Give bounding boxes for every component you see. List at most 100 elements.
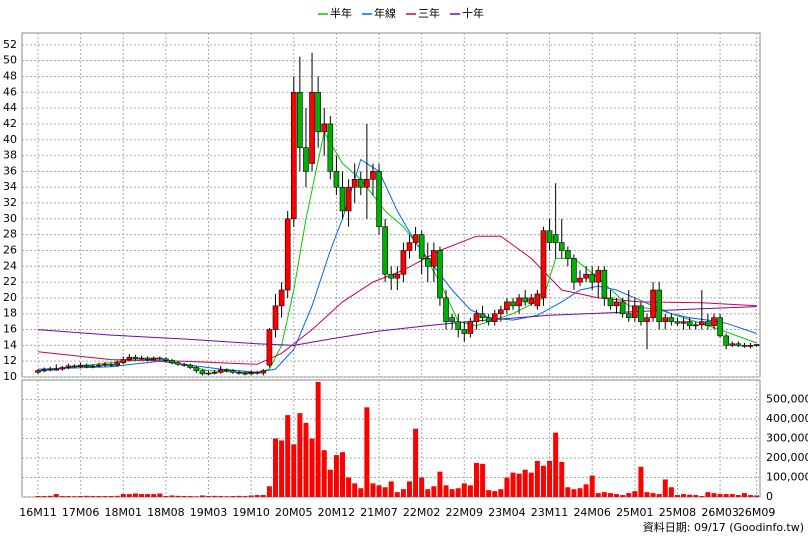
source-note: 資料日期: 09/17 (Goodinfo.tw) [643, 520, 804, 534]
candle-body [284, 218, 291, 291]
volume-bar [151, 494, 157, 497]
candle-body [528, 297, 535, 304]
y2-tick-label: 500,000 [766, 393, 808, 406]
candle-body [449, 317, 455, 322]
volume-bar [626, 493, 632, 497]
volume-bar [333, 455, 339, 497]
candle-body [504, 301, 510, 311]
candle-body [686, 321, 693, 326]
candle-body [558, 242, 565, 251]
x-tick-label: 20M05 [275, 506, 313, 519]
y-tick-label: 46 [3, 85, 17, 98]
volume-bar [473, 462, 479, 497]
candle-body [540, 230, 547, 299]
candle-body [565, 250, 571, 259]
volume-bar [699, 496, 705, 497]
candle-body [345, 186, 352, 212]
volume-bar [674, 495, 680, 497]
x-tick-label: 18M01 [105, 506, 143, 519]
volume-bar [528, 472, 534, 497]
volume-bar [376, 485, 382, 497]
volume-bar [601, 492, 607, 497]
candle-body [577, 277, 583, 283]
candle-body [595, 269, 602, 283]
x-tick-label: 20M12 [318, 506, 356, 519]
candle-body [144, 357, 151, 360]
candle-body [157, 357, 163, 360]
y-tick-label: 50 [3, 54, 17, 67]
volume-bar [96, 496, 102, 497]
volume-bar [467, 485, 473, 497]
y-tick-label: 30 [3, 212, 17, 225]
volume-bar [199, 495, 205, 497]
legend-label: 十年 [462, 6, 484, 20]
volume-bar [522, 469, 528, 497]
volume-bar [157, 493, 163, 497]
y-tick-label: 38 [3, 149, 17, 162]
ma-line [37, 158, 757, 373]
candle-body [412, 234, 419, 243]
volume-bar [638, 466, 644, 497]
candle-body [102, 364, 108, 366]
candle-body [260, 370, 267, 374]
volume-bar [571, 489, 577, 497]
x-tick-label: 16M11 [19, 506, 57, 519]
y-tick-label: 22 [3, 275, 17, 288]
volume-bar [650, 493, 656, 497]
candle-body [455, 321, 462, 330]
x-tick-label: 22M02 [403, 506, 441, 519]
candle-body [236, 371, 242, 374]
volume-bar [181, 496, 187, 497]
volume-bar [437, 471, 443, 497]
candle-body [461, 329, 468, 334]
candle-body [650, 289, 656, 318]
volume-bar [327, 469, 333, 497]
x-tick-label: 21M07 [360, 506, 398, 519]
candle-body [424, 258, 431, 267]
y-tick-label: 12 [3, 354, 17, 367]
volume-bar [729, 494, 735, 497]
candle-body [601, 269, 608, 299]
candle-body [169, 360, 175, 364]
candle-body [53, 368, 60, 371]
volume-bar [321, 450, 327, 497]
candle-body [266, 329, 273, 366]
candle-body [668, 317, 675, 322]
candle-body [723, 335, 729, 346]
volume-bar [583, 484, 589, 497]
candle-body [339, 186, 346, 212]
candle-body [333, 171, 340, 188]
volume-bar [492, 491, 498, 497]
candle-body [132, 356, 139, 360]
candle-body [394, 273, 401, 279]
candle-body [193, 367, 200, 371]
volume-bar [352, 483, 358, 497]
y-tick-label: 28 [3, 228, 17, 241]
volume-bar [480, 463, 486, 497]
volume-bar [47, 495, 53, 497]
volume-bar [559, 461, 565, 497]
volume-bar [455, 488, 461, 497]
candle-body [211, 371, 218, 374]
volume-bar [547, 460, 553, 497]
volume-bar [254, 495, 260, 497]
volume-bar [224, 496, 230, 497]
volume-bar [139, 494, 145, 497]
candle-body [126, 356, 133, 360]
candle-body [242, 372, 248, 375]
volume-bar [461, 483, 467, 497]
candle-body [187, 364, 194, 368]
x-tick-label: 23M04 [488, 506, 526, 519]
candle-body [290, 92, 297, 220]
candle-body [217, 369, 224, 373]
candle-body [303, 147, 309, 172]
x-tick-label: 24M06 [573, 506, 611, 519]
volume-bar [72, 496, 78, 497]
candle-body [638, 305, 644, 322]
x-tick-label: 17M06 [62, 506, 100, 519]
candle-body [491, 313, 498, 322]
y2-tick-label: 400,000 [766, 412, 808, 425]
candle-body [717, 317, 723, 337]
volume-bar [662, 479, 668, 497]
